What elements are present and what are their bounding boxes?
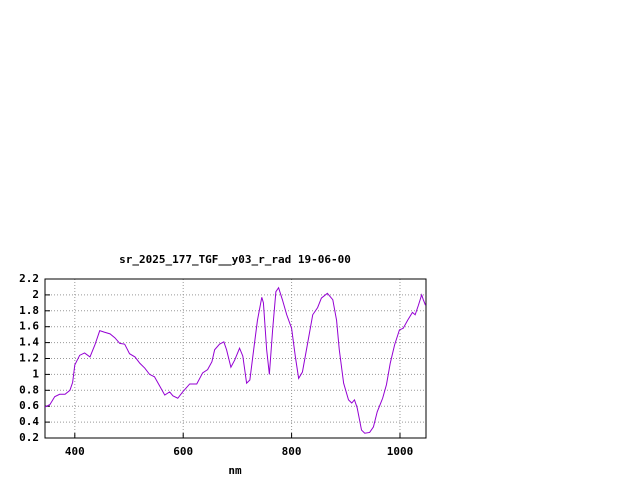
y-tick-label: 0.2 (19, 431, 39, 444)
plot-border (44, 278, 427, 439)
x-tick-label: 800 (282, 445, 302, 458)
y-tick-label: 1.2 (19, 352, 39, 365)
chart-title: sr_2025_177_TGF__y03_r_rad 19-06-00 (119, 253, 351, 266)
x-tick-label: 1000 (387, 445, 414, 458)
y-tick-label: 0.6 (19, 399, 39, 412)
y-tick-label: 0.4 (19, 415, 39, 428)
y-tick-label: 1.8 (19, 304, 39, 317)
x-tick-label: 400 (65, 445, 85, 458)
data-line (44, 286, 426, 434)
y-tick-label: 1.6 (19, 320, 39, 333)
y-tick-label: 1.4 (19, 336, 39, 349)
y-tick-label: 2.2 (19, 272, 39, 285)
y-tick-label: 2 (32, 288, 39, 301)
y-tick-label: 0.8 (19, 383, 39, 396)
y-tick-label: 1 (32, 367, 39, 380)
x-axis-label: nm (228, 464, 242, 477)
x-tick-label: 600 (173, 445, 193, 458)
